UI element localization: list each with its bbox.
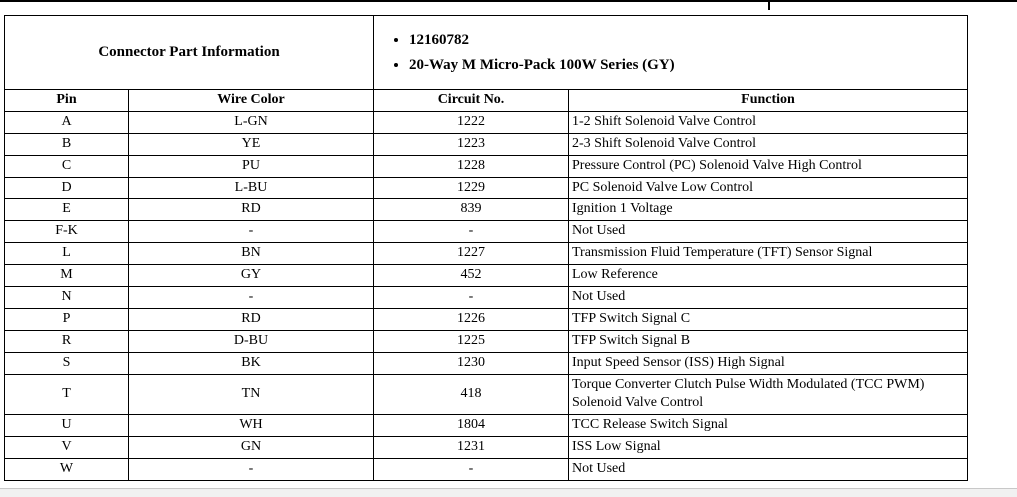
table-row: R D-BU 1225 TFP Switch Signal B <box>4 329 968 353</box>
header-wire-color: Wire Color <box>128 89 374 112</box>
connector-part-details: 12160782 20-Way M Micro-Pack 100W Series… <box>373 15 968 90</box>
function-cell: ISS Low Signal <box>568 436 968 460</box>
circuit-no-cell: 1227 <box>373 242 569 266</box>
circuit-no-cell: 1226 <box>373 307 569 331</box>
header-pin: Pin <box>4 89 129 112</box>
wire-color-cell: TN <box>128 373 374 416</box>
table-row: W - - Not Used <box>4 458 968 482</box>
circuit-no-cell: 418 <box>373 373 569 416</box>
wire-color-cell: L-BU <box>128 176 374 200</box>
pin-cell: F-K <box>4 220 129 244</box>
pin-cell: A <box>4 110 129 134</box>
function-cell: Ignition 1 Voltage <box>568 198 968 222</box>
pin-cell: E <box>4 198 129 222</box>
connector-info-row: Connector Part Information 12160782 20-W… <box>4 15 968 90</box>
function-cell: Not Used <box>568 458 968 482</box>
pin-cell: D <box>4 176 129 200</box>
circuit-no-cell: 1804 <box>373 414 569 438</box>
pin-cell: P <box>4 307 129 331</box>
function-cell: Low Reference <box>568 264 968 288</box>
function-cell: Transmission Fluid Temperature (TFT) Sen… <box>568 242 968 266</box>
table-row: T TN 418 Torque Converter Clutch Pulse Widt… <box>4 373 968 416</box>
pin-cell: U <box>4 414 129 438</box>
table-row: S BK 1230 Input Speed Sensor (ISS) High Sig… <box>4 351 968 375</box>
table-row: U WH 1804 TCC Release Switch Signal <box>4 414 968 438</box>
top-horizontal-rule <box>0 0 1017 2</box>
table-row: E RD 839 Ignition 1 Voltage <box>4 198 968 222</box>
circuit-no-cell: - <box>373 286 569 309</box>
wire-color-cell: BK <box>128 351 374 375</box>
column-header-row: Pin Wire Color Circuit No. Function <box>4 89 968 112</box>
function-cell: Input Speed Sensor (ISS) High Signal <box>568 351 968 375</box>
wire-color-cell: - <box>128 286 374 309</box>
circuit-no-cell: 1230 <box>373 351 569 375</box>
pin-cell: C <box>4 154 129 178</box>
function-cell: Not Used <box>568 286 968 309</box>
connector-part-bullet-list: 12160782 20-Way M Micro-Pack 100W Series… <box>377 30 964 75</box>
table-row: V GN 1231 ISS Low Signal <box>4 436 968 460</box>
connector-part-information-label: Connector Part Information <box>4 15 374 90</box>
function-cell: TCC Release Switch Signal <box>568 414 968 438</box>
part-number: 12160782 <box>409 30 964 50</box>
function-cell: 2-3 Shift Solenoid Valve Control <box>568 132 968 156</box>
wire-color-cell: - <box>128 220 374 244</box>
table-row: L BN 1227 Transmission Fluid Temperature (T… <box>4 242 968 266</box>
circuit-no-cell: 1223 <box>373 132 569 156</box>
function-cell: Pressure Control (PC) Solenoid Valve Hig… <box>568 154 968 178</box>
function-cell: TFP Switch Signal B <box>568 329 968 353</box>
table-row: D L-BU 1229 PC Solenoid Valve Low Control <box>4 176 968 200</box>
pin-cell: M <box>4 264 129 288</box>
wire-color-cell: L-GN <box>128 110 374 134</box>
pin-cell: V <box>4 436 129 460</box>
pin-cell: N <box>4 286 129 309</box>
table-row: B YE 1223 2-3 Shift Solenoid Valve Control <box>4 132 968 156</box>
wire-color-cell: YE <box>128 132 374 156</box>
connector-series: 20-Way M Micro-Pack 100W Series (GY) <box>409 55 964 75</box>
circuit-no-cell: 1222 <box>373 110 569 134</box>
pin-cell: T <box>4 373 129 416</box>
bottom-scroll-strip[interactable] <box>0 488 1017 497</box>
wire-color-cell: GN <box>128 436 374 460</box>
wire-color-cell: - <box>128 458 374 482</box>
function-cell: TFP Switch Signal C <box>568 307 968 331</box>
table-row: A L-GN 1222 1-2 Shift Solenoid Valve Contro… <box>4 110 968 134</box>
circuit-no-cell: 1225 <box>373 329 569 353</box>
wire-color-cell: PU <box>128 154 374 178</box>
pin-cell: R <box>4 329 129 353</box>
function-cell: Torque Converter Clutch Pulse Width Modu… <box>568 373 968 416</box>
table-row: F-K - - Not Used <box>4 220 968 244</box>
pin-cell: S <box>4 351 129 375</box>
pin-table-body: A L-GN 1222 1-2 Shift Solenoid Valve Contro… <box>4 110 968 482</box>
circuit-no-cell: 839 <box>373 198 569 222</box>
circuit-no-cell: - <box>373 458 569 482</box>
wire-color-cell: BN <box>128 242 374 266</box>
connector-pinout-table: Connector Part Information 12160782 20-W… <box>4 15 968 482</box>
pin-cell: B <box>4 132 129 156</box>
function-cell: 1-2 Shift Solenoid Valve Control <box>568 110 968 134</box>
wire-color-cell: D-BU <box>128 329 374 353</box>
function-cell: Not Used <box>568 220 968 244</box>
circuit-no-cell: - <box>373 220 569 244</box>
circuit-no-cell: 1229 <box>373 176 569 200</box>
table-row: P RD 1226 TFP Switch Signal C <box>4 307 968 331</box>
pin-cell: L <box>4 242 129 266</box>
header-function: Function <box>568 89 968 112</box>
wire-color-cell: RD <box>128 307 374 331</box>
top-tick-mark <box>768 0 770 10</box>
wire-color-cell: GY <box>128 264 374 288</box>
table-row: C PU 1228 Pressure Control (PC) Solenoid Va… <box>4 154 968 178</box>
table-row: M GY 452 Low Reference <box>4 264 968 288</box>
circuit-no-cell: 1228 <box>373 154 569 178</box>
wire-color-cell: WH <box>128 414 374 438</box>
function-cell: PC Solenoid Valve Low Control <box>568 176 968 200</box>
circuit-no-cell: 1231 <box>373 436 569 460</box>
wire-color-cell: RD <box>128 198 374 222</box>
header-circuit-no: Circuit No. <box>373 89 569 112</box>
table-row: N - - Not Used <box>4 286 968 309</box>
pin-cell: W <box>4 458 129 482</box>
circuit-no-cell: 452 <box>373 264 569 288</box>
